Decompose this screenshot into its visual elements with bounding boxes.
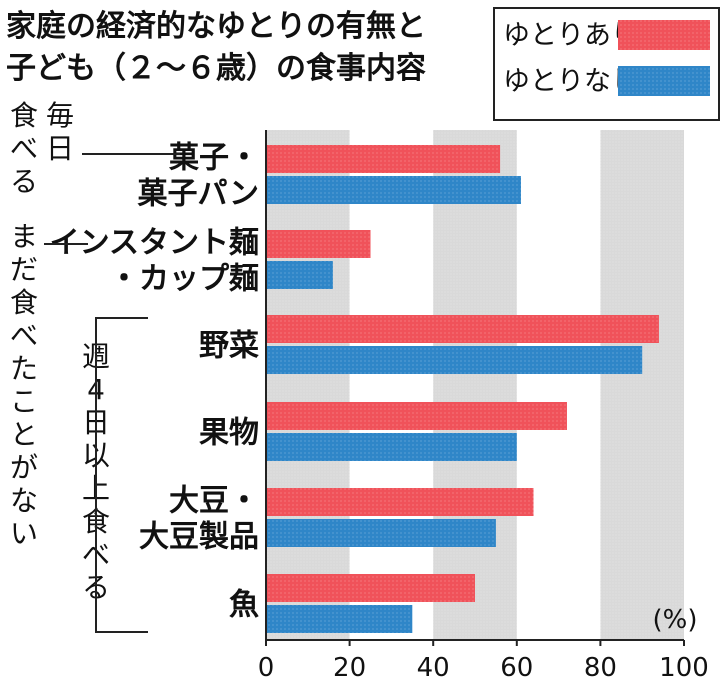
category-label: 果物	[199, 416, 259, 451]
bars	[266, 145, 659, 633]
category-label: 大豆・	[169, 484, 259, 519]
chart-title-line1: 家庭の経済的なゆとりの有無と	[6, 9, 426, 44]
category-label: 野菜	[199, 329, 259, 364]
x-tick-label: 60	[500, 653, 533, 683]
legend-label-without: ゆとりなし	[503, 66, 638, 97]
side-label-daily: 毎日食べる	[10, 99, 74, 198]
x-tick-label: 40	[417, 653, 450, 683]
legend-swatch-with	[618, 20, 710, 50]
x-axis-ticks: 0 20 40 60 80 100	[258, 640, 709, 683]
bar-without-2	[266, 346, 643, 374]
category-label: 魚	[229, 588, 259, 623]
legend: ゆとりあり ゆとりなし	[493, 7, 720, 121]
bar-with-4	[266, 488, 534, 516]
category-label: ・カップ麺	[109, 262, 259, 297]
legend-label-with: ゆとりあり	[503, 20, 638, 51]
bar-without-1	[266, 261, 333, 289]
x-tick-label: 100	[659, 653, 709, 683]
bracket-four-days	[95, 317, 148, 633]
category-label: 大豆製品	[139, 520, 259, 555]
x-tick-label: 20	[333, 653, 366, 683]
bar-with-0	[266, 145, 501, 173]
category-label: 菓子・	[168, 141, 259, 176]
bar-with-5	[266, 574, 475, 602]
bar-with-3	[266, 402, 567, 430]
grid-band	[433, 130, 517, 640]
bar-with-1	[266, 230, 371, 258]
side-label-never: まだ食べたことがない	[10, 220, 38, 550]
category-label: 菓子パン	[137, 177, 260, 212]
legend-swatch-without	[618, 66, 710, 96]
bar-without-0	[266, 176, 521, 204]
grid-band	[266, 130, 350, 640]
bar-without-5	[266, 605, 413, 633]
chart-title-line2: 子ども（２～６歳）の食事内容	[6, 51, 426, 86]
bar-without-3	[266, 433, 517, 461]
grid-band	[600, 130, 684, 640]
x-tick-label: 0	[258, 653, 275, 683]
unit-label: (%)	[653, 605, 698, 635]
bar-without-4	[266, 519, 496, 547]
grid-bands	[266, 130, 684, 640]
bar-with-2	[266, 315, 659, 343]
annotations: 毎日食べる まだ食べたことがない 週 4 日以上食べる	[10, 99, 180, 633]
x-tick-label: 80	[584, 653, 617, 683]
